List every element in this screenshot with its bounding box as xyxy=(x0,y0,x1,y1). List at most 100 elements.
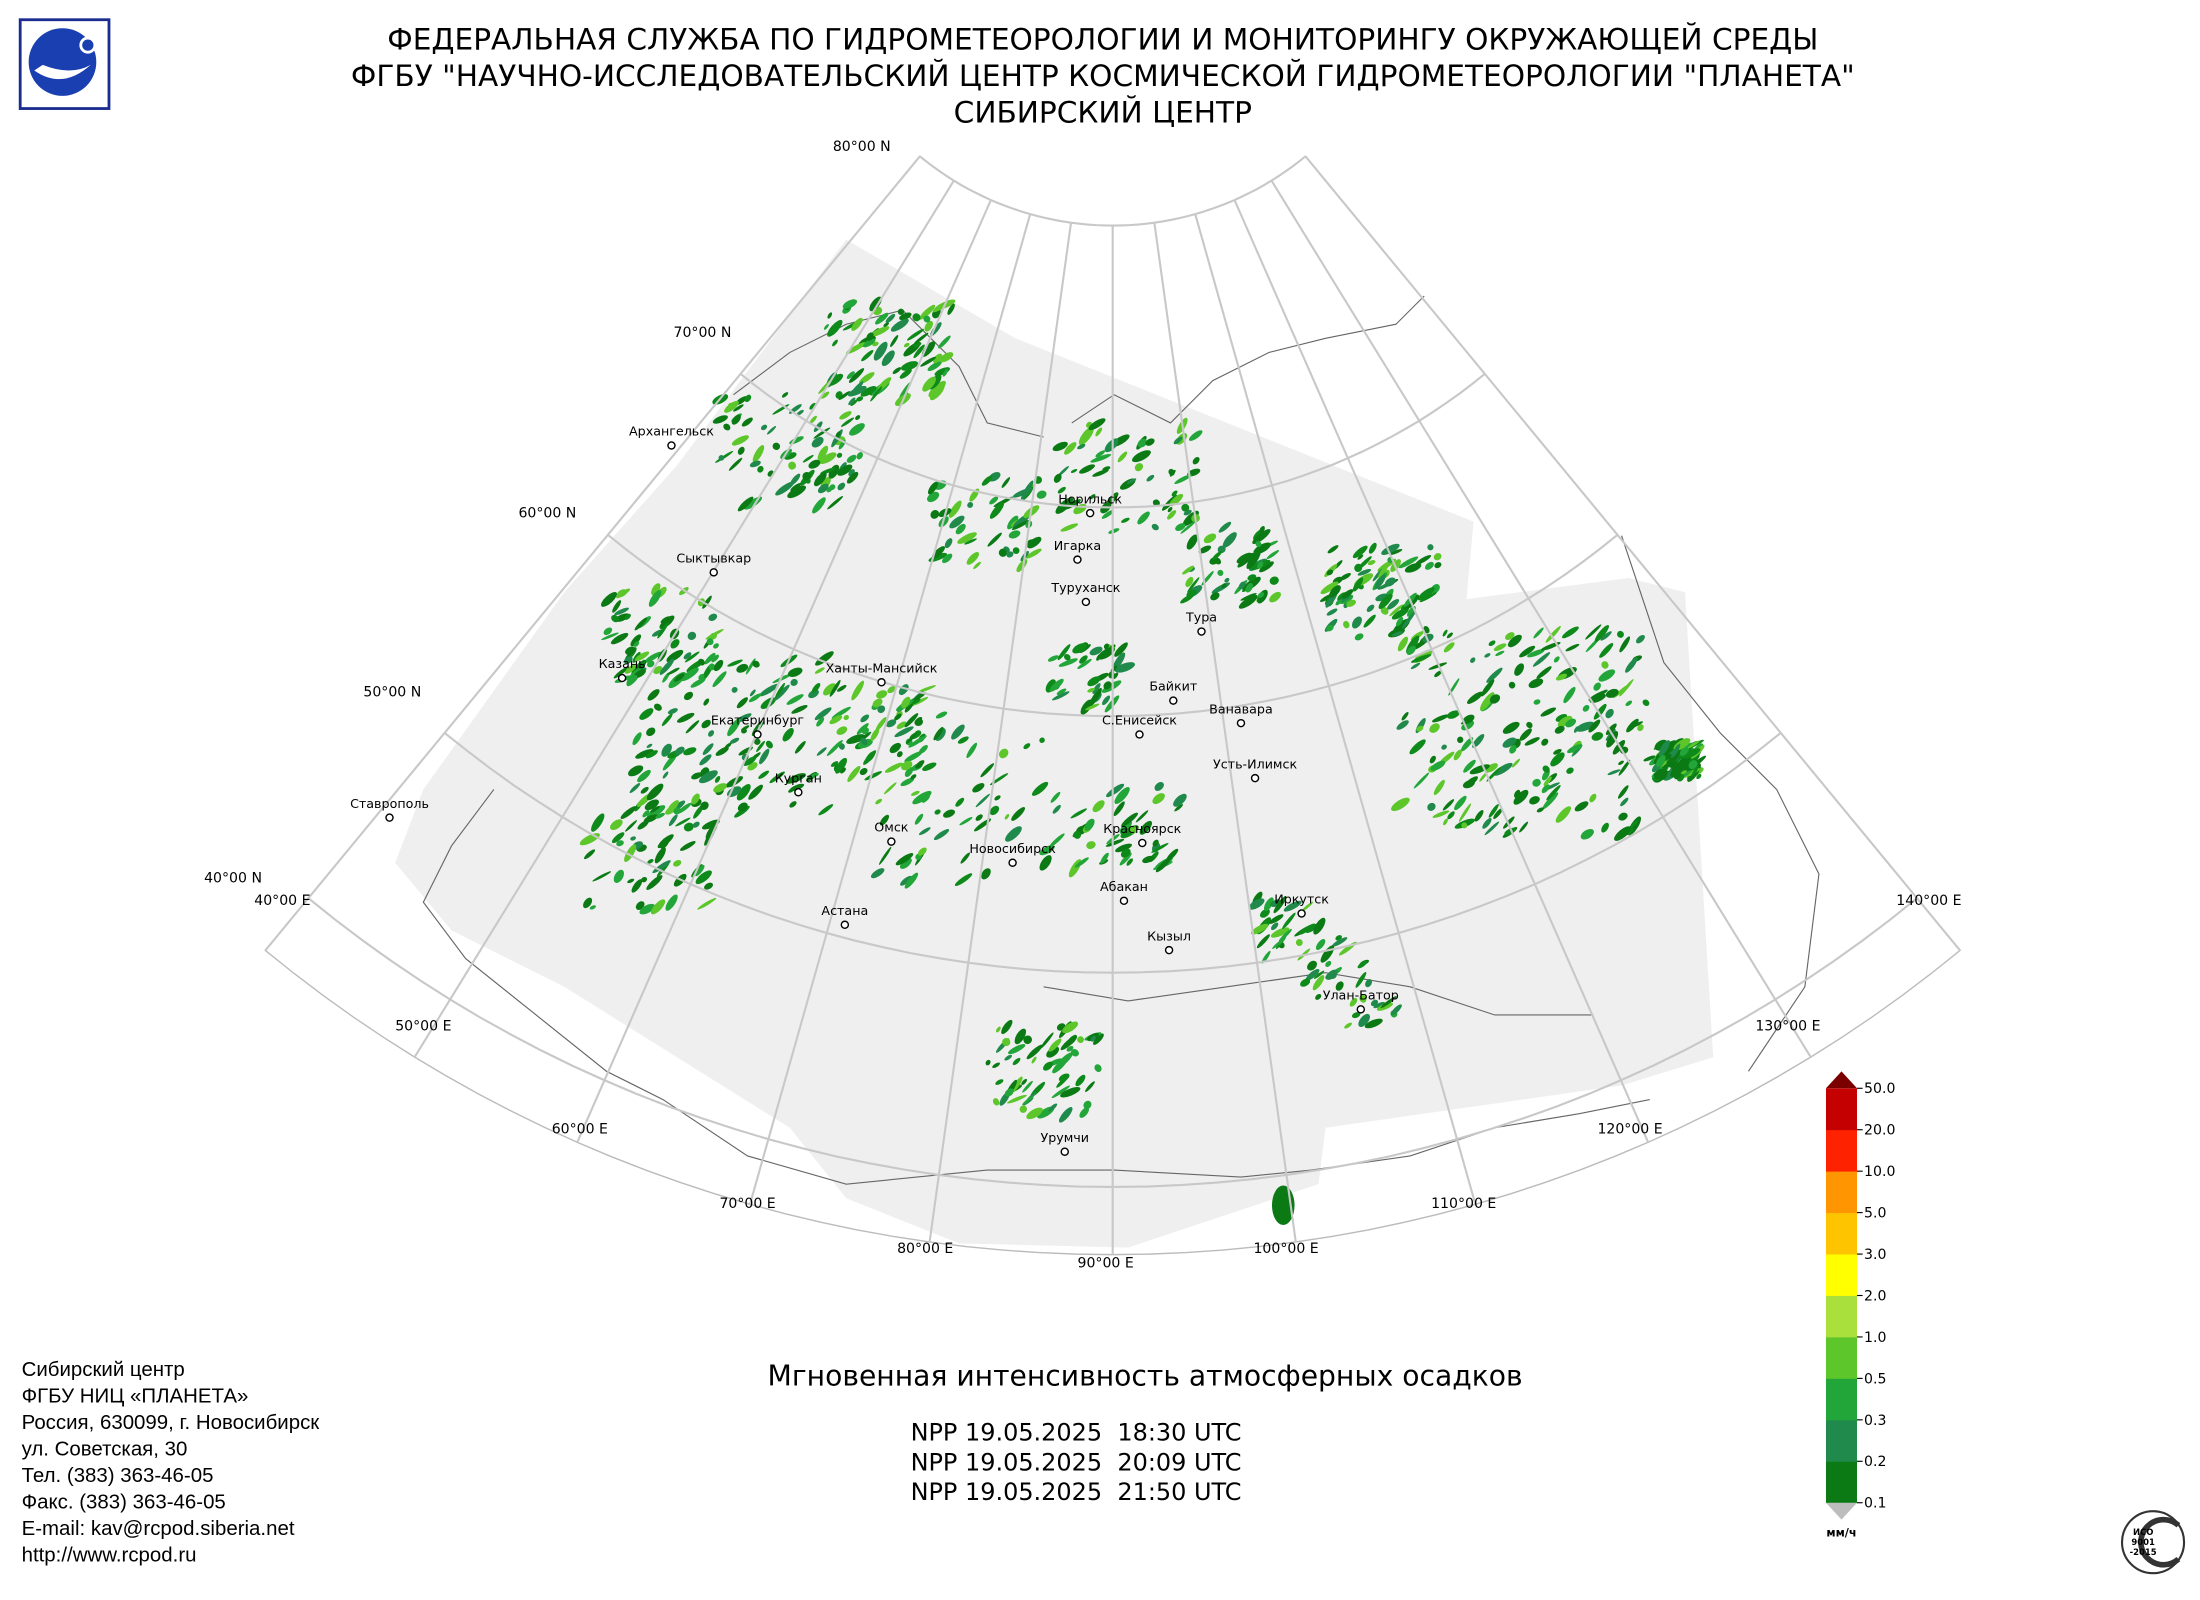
precip-cell xyxy=(1119,820,1132,834)
precip-cell xyxy=(905,732,917,744)
precip-cell xyxy=(1137,438,1147,448)
precip-cell xyxy=(1447,811,1455,820)
precip-cell xyxy=(1366,604,1375,612)
precip-cell xyxy=(727,402,735,410)
precip-cell xyxy=(769,771,785,784)
precip-cell xyxy=(1151,523,1159,531)
precip-cell xyxy=(625,820,637,832)
precip-cell xyxy=(1461,822,1468,829)
precip-cell xyxy=(1467,691,1483,704)
precip-cell xyxy=(790,482,802,492)
precip-cell xyxy=(951,724,965,740)
precip-cell xyxy=(1432,714,1449,723)
precip-cell xyxy=(810,772,819,778)
precip-cell xyxy=(1031,1056,1037,1064)
precip-cell xyxy=(943,809,955,818)
precip-cell xyxy=(1384,577,1396,587)
precip-cell xyxy=(775,682,785,699)
precip-cell xyxy=(1145,438,1155,446)
precip-cell xyxy=(915,760,925,769)
precip-cell xyxy=(1593,703,1607,720)
precip-cell xyxy=(610,632,629,645)
precip-cell xyxy=(1493,643,1507,651)
precip-cell xyxy=(1259,908,1270,918)
precip-cell xyxy=(1605,708,1614,719)
precip-cell xyxy=(611,614,620,623)
precip-cell xyxy=(1056,1052,1073,1068)
precip-cell xyxy=(917,847,927,856)
precip-cell xyxy=(712,415,728,424)
precip-cell xyxy=(1636,634,1645,644)
precip-cell xyxy=(1555,806,1571,823)
precip-cell xyxy=(759,748,770,765)
precip-cell xyxy=(855,415,861,421)
precip-cell xyxy=(955,797,965,807)
precip-cell xyxy=(613,869,625,883)
precip-cell xyxy=(659,615,675,629)
precip-cell xyxy=(1106,783,1125,798)
precip-cell xyxy=(1218,521,1232,533)
precip-cell xyxy=(1074,857,1089,868)
precip-cell xyxy=(918,744,928,754)
precip-cell xyxy=(1007,1094,1027,1104)
precip-cell xyxy=(1300,978,1311,987)
precip-cell xyxy=(1252,529,1271,544)
precip-cell xyxy=(1092,800,1105,813)
precip-cell xyxy=(1329,585,1341,598)
precip-cell xyxy=(737,802,748,812)
precip-cell xyxy=(632,732,642,746)
precip-cell xyxy=(1002,1037,1011,1047)
colorbar-label: 0.1 xyxy=(1864,1496,1886,1512)
precip-cell xyxy=(1152,499,1160,507)
precip-cell xyxy=(1048,1038,1062,1052)
precip-cell xyxy=(1051,1085,1070,1099)
precip-cell xyxy=(787,485,807,499)
precip-cell xyxy=(957,532,977,544)
precip-cell xyxy=(1077,1036,1084,1044)
precip-cell xyxy=(811,436,824,448)
precip-cell xyxy=(899,857,912,869)
precip-cell xyxy=(1367,560,1376,566)
precip-cell xyxy=(1326,624,1334,632)
precip-cell xyxy=(820,391,830,399)
precip-cell xyxy=(639,903,655,915)
precip-cell xyxy=(944,538,953,549)
precip-cell xyxy=(1618,760,1624,765)
precip-cell xyxy=(628,765,644,777)
precip-cell xyxy=(642,810,650,818)
precip-cell xyxy=(829,715,843,725)
precip-cell xyxy=(1269,591,1281,603)
city-label: Туруханск xyxy=(1050,580,1120,595)
precip-cell xyxy=(1358,1013,1370,1028)
precip-cell xyxy=(846,734,865,745)
precip-cell xyxy=(847,385,867,397)
precip-cell xyxy=(846,342,866,354)
precip-cell xyxy=(754,738,761,745)
precip-cell xyxy=(885,313,896,323)
precip-cell xyxy=(610,819,623,831)
precip-cell xyxy=(1446,710,1460,719)
precip-cell xyxy=(1432,810,1450,818)
precip-cell xyxy=(1428,662,1448,670)
logo-orbit xyxy=(34,64,91,80)
precip-cell xyxy=(1060,1035,1078,1051)
precip-cell xyxy=(1427,802,1436,811)
precip-cell xyxy=(999,748,1009,759)
graticule-meridian xyxy=(928,222,1073,1243)
precip-cell xyxy=(1395,617,1404,627)
precip-cell xyxy=(731,435,749,446)
precip-cell xyxy=(1620,797,1629,807)
precip-cell xyxy=(1245,582,1254,593)
precip-cell xyxy=(1142,855,1154,864)
precip-cell xyxy=(1151,842,1169,853)
precip-cell xyxy=(973,561,981,570)
precip-cell xyxy=(1526,721,1533,729)
precip-cell xyxy=(908,735,927,748)
precip-cell xyxy=(1598,669,1616,682)
precip-cell xyxy=(802,454,814,463)
precip-cell xyxy=(989,805,1000,816)
precip-cell xyxy=(1283,900,1302,912)
precip-cell xyxy=(847,765,861,782)
precip-cell xyxy=(647,859,654,864)
precip-cell xyxy=(1346,599,1356,607)
